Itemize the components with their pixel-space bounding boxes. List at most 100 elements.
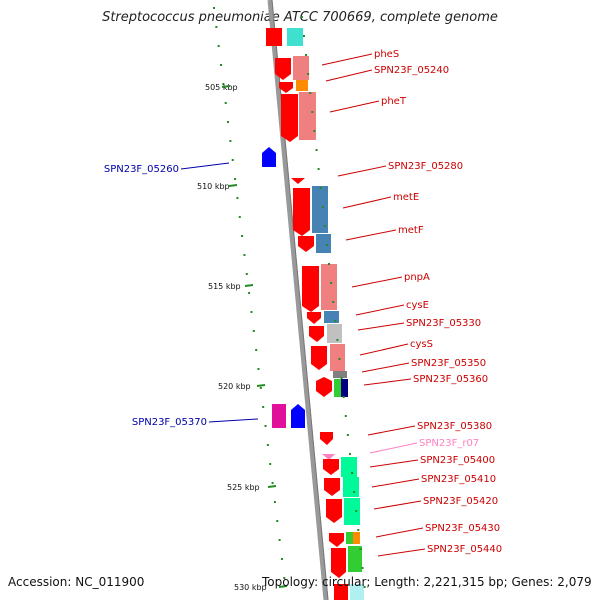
gene-label: cysS [410, 339, 433, 350]
gene-arrow [291, 404, 305, 428]
gene-box [272, 404, 286, 428]
leader-line [180, 162, 230, 170]
leader-line [325, 69, 373, 82]
kbp-label: 515 kbp [208, 282, 241, 291]
gene-label: pnpA [404, 272, 430, 283]
feature-top-cyan [287, 28, 303, 46]
leader-line [359, 343, 409, 356]
gene-label: SPN23F_05430 [425, 523, 500, 534]
leader-line [329, 100, 380, 113]
gene-box [348, 546, 362, 572]
gene-arrow [323, 459, 339, 475]
leader-line [355, 304, 405, 316]
tick-layer [212, 7, 366, 588]
gene-arrow [326, 499, 342, 523]
gene-arrow [279, 82, 293, 93]
gene-box [353, 532, 360, 544]
kbp-label: 510 kbp [197, 182, 230, 191]
leader-line [208, 418, 259, 423]
kbp-tick [256, 384, 266, 387]
gene-box [316, 234, 331, 253]
gene-arrow [281, 94, 298, 142]
gene-arrow [298, 236, 314, 252]
feature-bottom-cyan [350, 584, 364, 600]
gene-label: pheS [374, 49, 399, 60]
gene-label: SPN23F_05240 [374, 65, 449, 76]
topology-text: Topology: circular; Length: 2,221,315 bp… [262, 575, 592, 589]
leader-line [361, 362, 410, 373]
leader-line [367, 425, 416, 436]
feature-bottom-red [334, 584, 348, 600]
leader-line [373, 500, 422, 510]
gene-arrow [307, 312, 321, 324]
gene-label: cysE [406, 300, 429, 311]
kbp-label: 505 kbp [205, 83, 238, 92]
gene-label: SPN23F_05260 [104, 164, 179, 175]
kbp-tick [228, 184, 238, 187]
gene-arrow [320, 432, 333, 445]
gene-arrow [331, 548, 346, 578]
gene-arrow [309, 326, 324, 342]
leader-line [377, 548, 426, 557]
leader-line [342, 196, 392, 209]
gene-box [321, 264, 337, 310]
leader-line [351, 276, 403, 288]
kbp-label: 520 kbp [218, 382, 251, 391]
gene-label: SPN23F_05400 [420, 455, 495, 466]
gene-arrow [302, 266, 319, 312]
kbp-tick [221, 85, 231, 88]
kbp-label: 530 kbp [234, 583, 267, 592]
gene-box [312, 186, 328, 233]
kbp-tick [278, 585, 288, 588]
gene-label: SPN23F_05380 [417, 421, 492, 432]
gene-arrow [324, 478, 340, 496]
gene-label: SPN23F_05360 [413, 374, 488, 385]
leader-line-layer [180, 53, 426, 557]
gene-arrow [275, 58, 291, 80]
gene-label: SPN23F_05280 [388, 161, 463, 172]
leader-line [337, 165, 387, 177]
gene-box [346, 532, 353, 544]
gene-arrow [329, 533, 344, 547]
leader-line [369, 459, 419, 468]
gene-label: pheT [381, 96, 407, 107]
accession-text: Accession: NC_011900 [8, 575, 145, 589]
gene-box [296, 80, 308, 91]
leader-line [357, 322, 405, 331]
gene-box [341, 457, 357, 477]
leader-line [369, 442, 418, 454]
kbp-tick [244, 284, 254, 287]
gene-box [334, 379, 341, 397]
leader-line [363, 378, 412, 386]
gene-box [327, 324, 342, 343]
gene-arrow [316, 377, 332, 397]
leader-line [321, 53, 373, 66]
gene-box [333, 371, 347, 378]
gene-label: SPN23F_05440 [427, 544, 502, 555]
kbp-marker-layer: 505 kbp 510 kbp 515 kbp 520 kbp 525 kbp 530 k… [197, 83, 288, 592]
genome-backbone [267, 0, 329, 600]
gene-label: SPN23F_05330 [406, 318, 481, 329]
gene-label: SPN23F_05370 [132, 417, 207, 428]
kbp-label: 525 kbp [227, 483, 260, 492]
gene-box [293, 56, 309, 80]
gene-box [330, 344, 345, 371]
gene-arrow [291, 178, 305, 184]
gene-box [343, 477, 359, 497]
map-title: Streptococcus pneumoniae ATCC 700669, co… [102, 10, 498, 25]
gene-box [299, 92, 316, 140]
gene-label: SPN23F_05420 [423, 496, 498, 507]
gene-label: SPN23F_r07 [419, 438, 479, 449]
kbp-tick [267, 485, 277, 488]
gene-label-layer: pheS SPN23F_05240 pheT SPN23F_05280 metE metF… [104, 49, 502, 555]
gene-arrow [322, 454, 335, 460]
gene-label: metF [398, 225, 424, 236]
leader-line [375, 527, 424, 538]
gene-label: SPN23F_05410 [421, 474, 496, 485]
leader-line [345, 229, 397, 241]
gene-arrow [311, 346, 327, 370]
gene-label: metE [393, 192, 419, 203]
leader-line [371, 478, 420, 488]
gene-box [341, 379, 348, 397]
